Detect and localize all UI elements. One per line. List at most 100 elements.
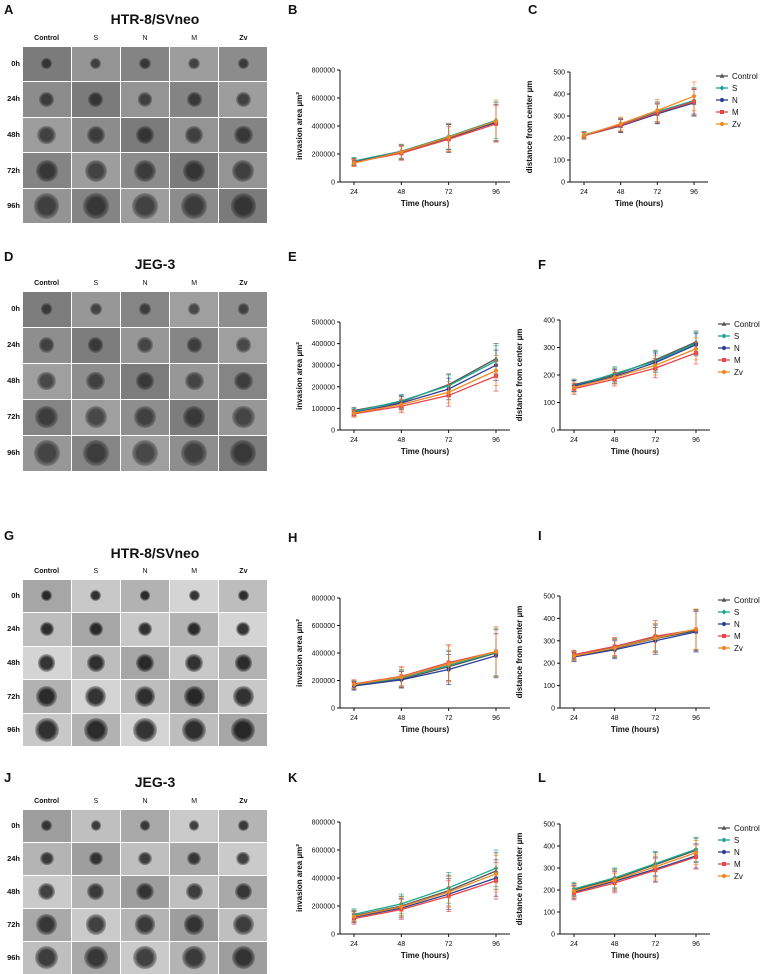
spheroid <box>188 820 200 831</box>
spheroid <box>187 622 202 637</box>
spheroid <box>139 590 151 602</box>
panel-title-j: JEG-3 <box>134 774 176 790</box>
spheroid-image <box>71 875 120 908</box>
spheroid <box>235 337 251 353</box>
legend-label-zv: Zv <box>734 872 743 881</box>
legend-marker <box>721 621 727 627</box>
spheroid <box>187 851 202 866</box>
spheroid <box>41 590 52 602</box>
x-tick-label: 96 <box>692 437 700 444</box>
x-tick-label: 72 <box>445 437 453 444</box>
spheroid <box>185 882 203 901</box>
grid-row-header-24h: 24h <box>7 624 20 634</box>
spheroid-image <box>71 809 120 842</box>
y-tick-label: 0 <box>331 932 335 939</box>
spheroid-image <box>22 908 71 941</box>
x-axis-title: Time (hours) <box>611 447 660 456</box>
series-line-zv <box>353 650 497 685</box>
spheroid-image <box>120 713 170 747</box>
spheroid-image <box>219 613 268 646</box>
y-tick-label: 400 <box>553 92 565 99</box>
spheroid <box>231 718 256 743</box>
spheroid <box>39 622 54 637</box>
legend-marker <box>721 369 727 375</box>
x-axis-title: Time (hours) <box>611 725 660 734</box>
spheroid-image <box>71 908 120 941</box>
spheroid <box>234 654 253 672</box>
grid-col-header-m: M <box>191 568 198 575</box>
spheroid-image <box>219 941 268 974</box>
x-tick-label: 72 <box>651 437 659 444</box>
grid-row-header-0h: 0h <box>11 590 20 600</box>
grid-col-header-control: Control <box>34 798 60 805</box>
spheroid-image <box>22 117 71 153</box>
legend-label-n: N <box>732 96 738 105</box>
panel-label-f: F <box>538 257 546 272</box>
spheroid <box>137 337 153 353</box>
legend-marker <box>721 345 727 351</box>
spheroid <box>83 718 108 743</box>
legend-label-control: Control <box>732 72 758 81</box>
spheroid <box>134 686 156 707</box>
y-tick-label: 200000 <box>312 152 335 159</box>
x-tick-label: 48 <box>397 941 405 948</box>
spheroid <box>184 125 204 145</box>
spheroid-image <box>71 188 120 224</box>
series-line-control <box>573 849 697 891</box>
y-axis-title: invasion area µm² <box>295 619 304 687</box>
data-point <box>612 645 617 651</box>
y-tick-label: 100000 <box>312 406 335 413</box>
spheroid-image <box>71 82 120 117</box>
y-tick-label: 100 <box>543 683 555 690</box>
x-tick-label: 96 <box>692 715 700 722</box>
spheroid-image <box>219 875 268 908</box>
data-point <box>571 385 577 390</box>
spheroid-image <box>71 941 120 974</box>
y-tick-label: 200000 <box>312 904 335 911</box>
x-axis-title: Time (hours) <box>611 951 660 960</box>
data-point <box>612 878 617 883</box>
data-point <box>691 94 697 99</box>
y-tick-label: 500 <box>543 822 555 829</box>
spheroid <box>87 882 105 901</box>
y-tick-label: 400000 <box>312 124 335 131</box>
legend-label-zv: Zv <box>734 368 743 377</box>
grid-col-header-s: S <box>93 35 99 42</box>
spheroid <box>236 622 251 637</box>
x-tick-label: 48 <box>611 941 619 948</box>
legend-label-control: Control <box>734 824 760 833</box>
spheroid-image <box>219 842 268 875</box>
image-grid-g: Control S N M Zv 0h 24h 48h 72h 96h <box>0 567 268 747</box>
spheroid <box>139 58 151 70</box>
x-axis-title: Time (hours) <box>401 199 450 208</box>
grid-row-header-0h: 0h <box>11 58 20 68</box>
legend-label-m: M <box>734 860 741 869</box>
y-axis-title: distance from center µm <box>515 833 524 926</box>
x-tick-label: 96 <box>492 437 500 444</box>
spheroid-image <box>71 613 120 646</box>
series-line-zv <box>583 95 695 136</box>
spheroid-image <box>22 579 71 613</box>
spheroid-image <box>219 117 268 153</box>
data-point <box>399 149 404 154</box>
spheroid <box>232 159 255 182</box>
series-line-n <box>353 655 497 687</box>
panel-label-e: E <box>288 249 297 264</box>
spheroid <box>137 622 153 637</box>
series-line-s <box>353 119 497 162</box>
x-tick-label: 48 <box>397 715 405 722</box>
series-line-zv <box>573 348 697 389</box>
spheroid-image <box>22 363 71 399</box>
panel-label-g: G <box>4 528 15 543</box>
spheroid-image <box>120 646 170 680</box>
grid-col-header-m: M <box>191 280 198 287</box>
y-axis-title: invasion area µm² <box>295 92 304 160</box>
x-tick-label: 48 <box>611 715 619 722</box>
spheroid-image <box>71 680 120 713</box>
y-tick-label: 200000 <box>312 384 335 391</box>
data-point <box>693 850 699 855</box>
legend-marker <box>721 321 727 326</box>
data-point <box>399 402 404 407</box>
spheroid <box>183 405 206 429</box>
spheroid-image <box>219 713 268 747</box>
